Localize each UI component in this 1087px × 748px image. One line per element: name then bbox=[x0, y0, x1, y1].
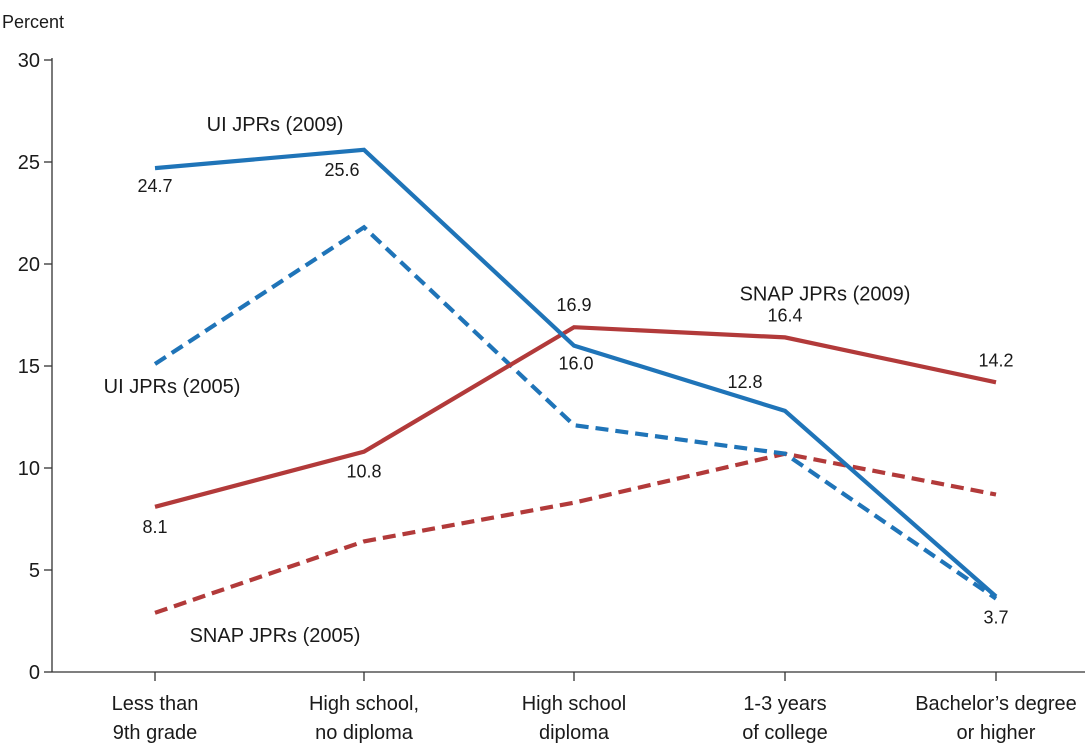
y-tick-label: 30 bbox=[18, 50, 40, 72]
data-label: 16.0 bbox=[558, 354, 593, 374]
x-tick-label: Less than 9th grade bbox=[112, 693, 199, 744]
data-label: 12.8 bbox=[727, 372, 762, 392]
series-lines bbox=[153, 147, 998, 615]
y-tick-label: 25 bbox=[18, 152, 40, 174]
series-name-label: SNAP JPRs (2009) bbox=[740, 283, 911, 305]
x-tick-label: Bachelor’s degree or higher bbox=[915, 693, 1077, 744]
axes: 0 5 10 15 20 25 30 Less than 9th grade High schoo… bbox=[18, 50, 1085, 744]
data-label: 25.6 bbox=[324, 160, 359, 180]
data-label: 14.2 bbox=[978, 350, 1013, 370]
series-line bbox=[154, 147, 998, 599]
series-name-label: UI JPRs (2009) bbox=[207, 114, 344, 136]
data-label: 16.4 bbox=[767, 305, 802, 325]
series-line bbox=[154, 325, 997, 509]
x-tick-label: High school diploma bbox=[522, 693, 627, 744]
y-tick-label: 15 bbox=[18, 356, 40, 378]
series-line bbox=[153, 224, 998, 601]
data-label: 10.8 bbox=[346, 462, 381, 482]
series-name-label: SNAP JPRs (2005) bbox=[190, 625, 361, 647]
data-label: 16.9 bbox=[556, 295, 591, 315]
series-name-labels: UI JPRs (2009) UI JPRs (2005) SNAP JPRs (2… bbox=[104, 114, 911, 647]
data-label: 24.7 bbox=[137, 176, 172, 196]
x-tick-label: 1-3 years of college bbox=[742, 693, 828, 744]
y-tick-label: 0 bbox=[29, 662, 40, 684]
y-axis-title: Percent bbox=[2, 12, 64, 32]
series-name-label: UI JPRs (2005) bbox=[104, 376, 241, 398]
y-tick-label: 5 bbox=[29, 560, 40, 582]
y-tick-label: 10 bbox=[18, 458, 40, 480]
series-line bbox=[154, 451, 997, 615]
data-labels: 24.7 25.6 16.0 12.8 3.7 8.1 10.8 16.9 16.4 14.2 bbox=[137, 160, 1013, 628]
data-label: 8.1 bbox=[142, 517, 167, 537]
y-tick-label: 20 bbox=[18, 254, 40, 276]
x-tick-label: High school, no diploma bbox=[309, 693, 419, 744]
data-label: 3.7 bbox=[983, 608, 1008, 628]
